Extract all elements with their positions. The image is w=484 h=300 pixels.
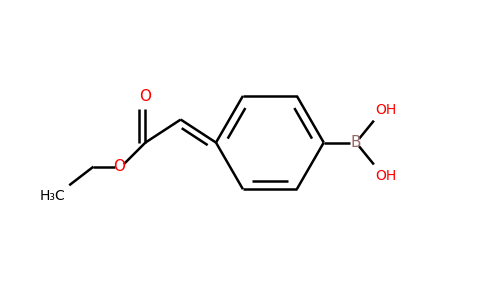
Text: O: O (139, 88, 151, 104)
Text: H₃C: H₃C (40, 189, 65, 203)
Text: OH: OH (376, 169, 397, 183)
Text: OH: OH (376, 103, 397, 117)
Text: O: O (113, 159, 125, 174)
Text: B: B (350, 135, 361, 150)
